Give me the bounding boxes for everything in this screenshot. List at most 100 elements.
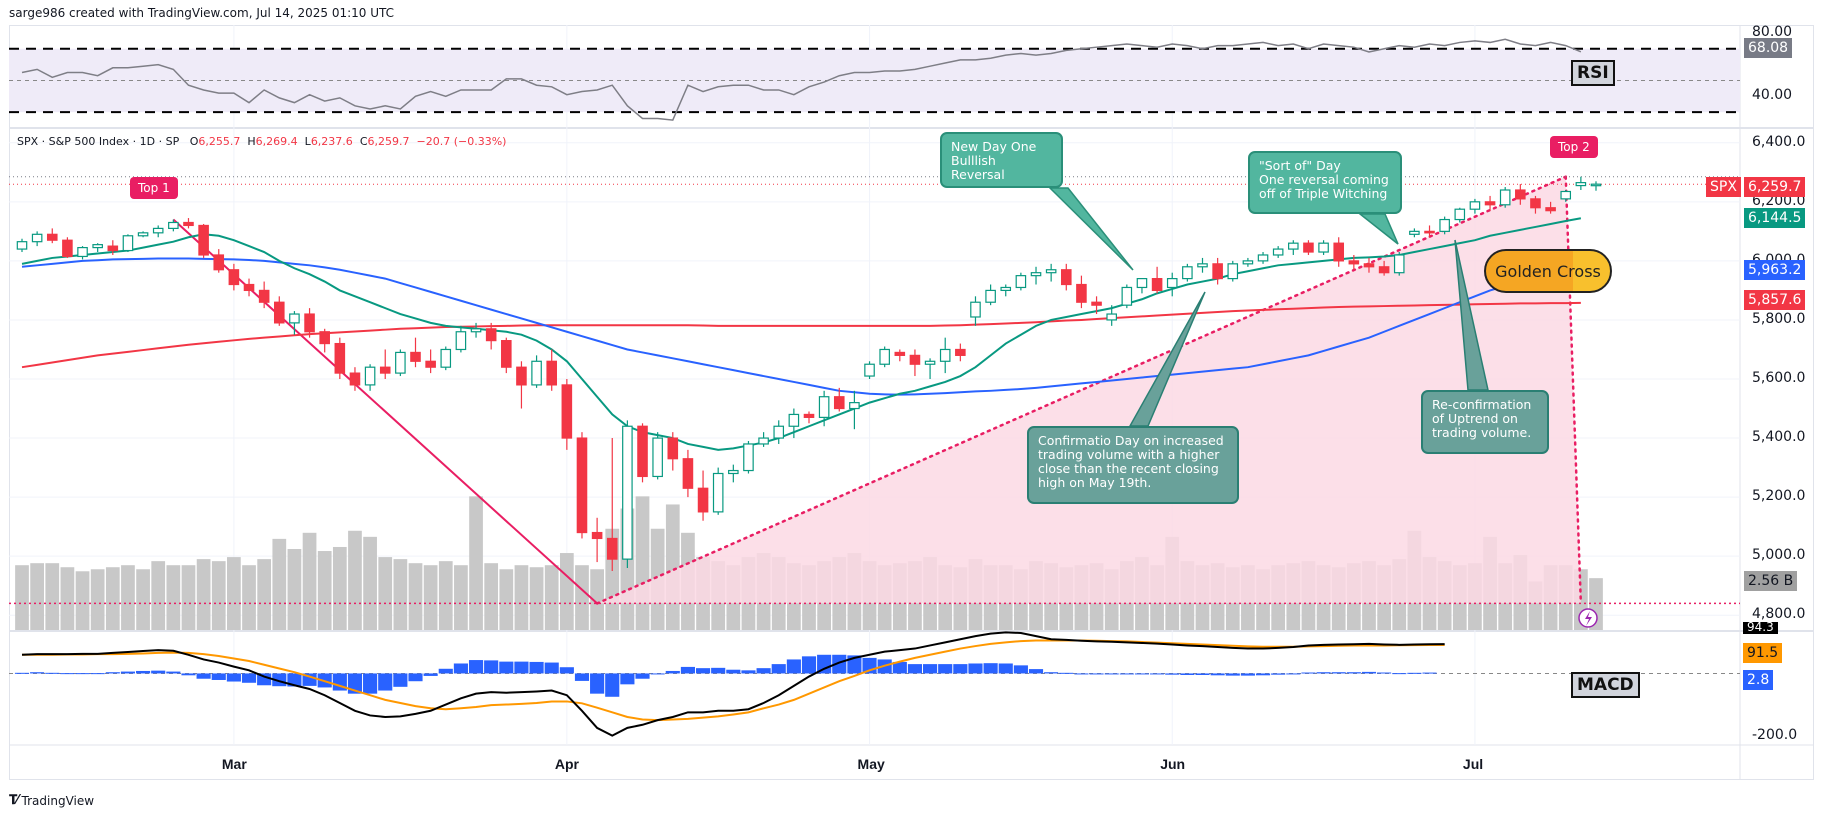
- candle-body: [395, 351, 406, 374]
- candle-body: [364, 366, 376, 386]
- candle-body: [1409, 230, 1420, 235]
- macd-axis-tick: -200.0: [1752, 726, 1798, 743]
- macd-histogram-bar: [801, 656, 817, 674]
- volume-tag: 2.56 B: [1744, 571, 1798, 591]
- macd-histogram-bar: [590, 673, 605, 694]
- candle-body: [1000, 286, 1012, 292]
- candle: [16, 238, 28, 253]
- candle-body: [606, 537, 618, 560]
- rsi-axis-tick: 40.00: [1752, 87, 1793, 104]
- volume-bar: [105, 567, 120, 630]
- candle: [879, 346, 890, 368]
- macd-histogram-bar: [1361, 671, 1377, 674]
- candle: [62, 237, 73, 258]
- macd-histogram-bar: [1407, 672, 1422, 674]
- candle: [349, 367, 361, 391]
- macd-histogram-bar: [1059, 672, 1074, 674]
- candle-body: [425, 360, 436, 368]
- candle: [849, 390, 860, 430]
- candle-body: [743, 443, 754, 472]
- candle-body: [334, 342, 346, 374]
- macd-histogram-bar: [665, 670, 680, 674]
- candle: [183, 218, 194, 229]
- callout-sort-of-day: "Sort of" Day One reversal coming off of…: [1248, 151, 1402, 214]
- macd-histogram-bar: [120, 671, 136, 674]
- macd-histogram-bar: [968, 663, 983, 674]
- candle: [591, 517, 603, 563]
- volume-bar: [544, 565, 559, 630]
- candle-body: [1182, 266, 1193, 280]
- candle: [152, 225, 164, 238]
- volume-bar: [332, 546, 347, 630]
- candle: [758, 432, 769, 447]
- candle-body: [758, 437, 769, 445]
- macd-histogram-bar: [105, 672, 120, 674]
- macd-histogram-bar: [923, 664, 938, 674]
- callout-reconfirmation: Re-confirmation of Uptrend on trading vo…: [1421, 390, 1549, 454]
- volume-bar: [423, 565, 438, 630]
- candle: [1303, 240, 1314, 255]
- candle: [652, 432, 663, 480]
- symbol-legend: SPX · S&P 500 Index · 1D · SP O6,255.7 H…: [17, 135, 507, 148]
- volume-bar: [227, 557, 241, 630]
- candle: [667, 432, 679, 471]
- candle-body: [773, 425, 785, 439]
- candle: [1030, 266, 1042, 285]
- macd-histogram-bar: [226, 673, 241, 682]
- candle-body: [1515, 189, 1526, 200]
- legend-close-label: C: [359, 135, 368, 148]
- candle: [1454, 207, 1466, 223]
- macd-histogram-bar: [1013, 665, 1028, 674]
- macd-histogram-bar: [1301, 672, 1316, 674]
- candle-body: [697, 487, 709, 513]
- candle: [728, 464, 739, 483]
- candle: [425, 349, 436, 374]
- candle: [516, 361, 527, 409]
- tradingview-logo[interactable]: 𝐓⁄ TradingView: [9, 793, 94, 808]
- volume-bar: [90, 569, 105, 630]
- candle-body: [410, 351, 421, 362]
- candle: [1257, 252, 1269, 264]
- candle: [955, 343, 966, 362]
- candle-body: [1363, 263, 1375, 268]
- candle-body: [485, 328, 497, 342]
- candle-body: [1227, 263, 1239, 280]
- volume-bar: [60, 567, 75, 630]
- macd-histogram-bar: [786, 659, 801, 674]
- candle-body: [137, 232, 149, 237]
- candle: [1499, 187, 1511, 208]
- volume-bar: [211, 561, 226, 630]
- macd-histogram-bar: [1195, 673, 1210, 675]
- candle: [531, 355, 542, 388]
- candle: [637, 423, 648, 483]
- candle-body: [849, 402, 860, 410]
- candle: [31, 231, 43, 247]
- candle-body: [561, 384, 573, 439]
- macd-histogram-bar: [1392, 673, 1407, 675]
- macd-histogram-bar: [1422, 672, 1437, 674]
- legend-high-label: H: [247, 135, 256, 148]
- candle: [228, 263, 240, 291]
- volume-bar: [378, 557, 393, 630]
- candle-body: [894, 351, 906, 356]
- candle-body: [152, 227, 164, 234]
- candle: [1515, 184, 1526, 205]
- candle: [1197, 257, 1208, 273]
- volume-bar: [469, 496, 483, 630]
- candle: [622, 420, 633, 568]
- price-axis-tick: 5,400.0: [1752, 429, 1806, 446]
- candle: [1545, 201, 1556, 214]
- time-axis-label: Mar: [221, 756, 247, 772]
- candle-body: [1439, 218, 1450, 232]
- candle: [1530, 195, 1541, 214]
- signal-tag: 91.5: [1743, 643, 1783, 663]
- candle: [213, 249, 225, 273]
- macd-histogram-bar: [1134, 673, 1150, 675]
- macd-histogram-bar: [241, 673, 257, 683]
- macd-histogram-bar: [650, 673, 665, 675]
- volume-bar: [121, 565, 135, 630]
- candle: [1424, 225, 1435, 238]
- time-axis-label: Jul: [1462, 756, 1484, 772]
- candle: [1272, 246, 1284, 258]
